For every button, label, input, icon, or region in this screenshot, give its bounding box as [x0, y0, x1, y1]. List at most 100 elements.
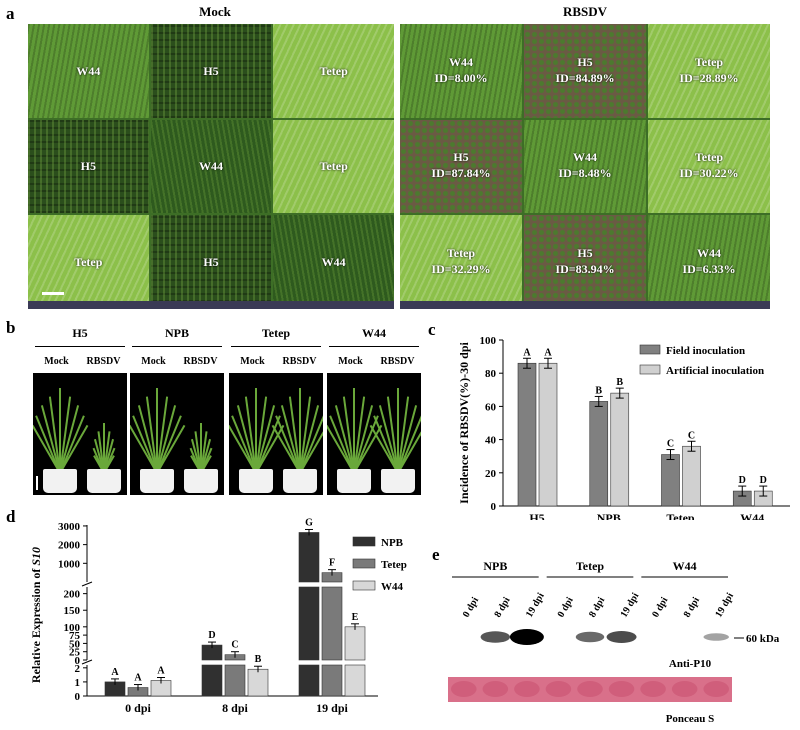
blot-antibody-label: Anti-P10 [669, 658, 712, 670]
bar [538, 362, 558, 507]
plant-group-line [231, 346, 321, 347]
mock-plot-name: Tetep [319, 63, 348, 78]
plant-condition-label: RBSDV [86, 356, 121, 367]
y-tick-label: 1000 [58, 558, 81, 570]
mock-plot-name: Tetep [319, 159, 348, 174]
x-tick-label: 0 dpi [125, 701, 151, 715]
mock-title: Mock [199, 4, 231, 19]
mock-plot: H5 [150, 215, 272, 309]
rbsdv-plot-label: W44 ID=8.48% [524, 149, 646, 181]
x-tick-label: Tetep [666, 511, 695, 520]
significance-letter: B [616, 377, 623, 388]
plant-leaf [397, 388, 399, 473]
ponceau-lane [482, 681, 509, 697]
mock-plot-label: W44 [273, 254, 394, 270]
y-tick-label: 25 [69, 647, 81, 659]
protein-band [480, 631, 511, 643]
bar [344, 664, 366, 697]
plant-group-name: W44 [362, 326, 386, 340]
bar [298, 664, 320, 697]
lane-label: 8 dpi [587, 595, 607, 619]
y-tick-label: 40 [485, 435, 497, 447]
plant-pot [283, 469, 317, 493]
molecular-weight-marker: 60 kDa [746, 633, 780, 645]
rbsdv-plot-name: W44 [697, 246, 721, 261]
plant-leaf [59, 388, 61, 473]
plant-photo [33, 373, 127, 495]
y-tick-label: 75 [69, 630, 81, 642]
ponceau-lane [577, 681, 603, 697]
plant-photo [130, 373, 224, 495]
mock-plot-label: Tetep [28, 254, 149, 270]
legend-swatch [639, 344, 661, 355]
plant-leaf [255, 388, 257, 473]
x-tick-label: 19 dpi [316, 701, 348, 715]
significance-letter: E [352, 612, 359, 623]
rbsdv-plot-label: Tetep ID=28.89% [648, 54, 770, 86]
significance-letter: D [208, 630, 215, 641]
incidence-chart: 0 20 40 60 80 100 Incidence of RBSDV(%)-30 dpi… [457, 335, 790, 520]
significance-letter: A [544, 347, 552, 358]
rbsdv-plot-label: H5 ID=84.89% [524, 54, 646, 86]
blot-group-name: Tetep [576, 559, 605, 573]
lane-label: 19 dpi [713, 591, 736, 620]
mock-plot-name: H5 [80, 159, 96, 174]
significance-letter: G [305, 517, 313, 528]
plant-group-line [329, 346, 419, 347]
y-tick-label: 80 [485, 368, 497, 380]
ponceau-lane [703, 681, 729, 697]
bar [661, 454, 680, 507]
y-axis-label-gene: S10 [29, 547, 43, 566]
y-tick-label: 2000 [58, 540, 81, 552]
y-axis-label-prefix: Relative Expression of [29, 566, 43, 683]
lane-label: 19 dpi [524, 591, 547, 620]
rbsdv-plot-label: Tetep ID=30.22% [648, 149, 770, 181]
mock-field-photo: W44 H5 Tetep H5 W44 Tetep Tetep H5 W44 [28, 24, 394, 309]
bar [321, 664, 343, 697]
mock-plot-name: Tetep [74, 255, 103, 270]
plant-photos: H5 Mock RBSDV NPB Mock RBSDV Tetep Mock RBSDV W44… [0, 0, 421, 495]
plant-leaf [353, 388, 355, 473]
blot-group-name: NPB [483, 559, 507, 573]
ponceau-lane [545, 681, 572, 697]
lane-label: 0 dpi [461, 595, 481, 619]
rbsdv-plot-incidence: ID=28.89% [679, 70, 739, 85]
mock-plot-label: H5 [151, 63, 272, 79]
rbsdv-plot-name: W44 [449, 54, 473, 69]
ponceau-lane [671, 681, 698, 697]
lane-label: 0 dpi [650, 595, 670, 619]
legend-swatch [639, 364, 661, 375]
rbsdv-plot-label: W44 ID=6.33% [648, 245, 770, 277]
significance-letter: A [111, 667, 119, 678]
axis-break-mark [81, 659, 93, 665]
rbsdv-plot-label: Tetep ID=32.29% [400, 245, 522, 277]
panel-label-d: d [6, 507, 16, 526]
plant-condition-label: Mock [141, 356, 166, 367]
bar [201, 664, 223, 697]
rbsdv-plot-incidence: ID=84.89% [555, 70, 615, 85]
mock-plot: H5 [28, 119, 149, 214]
bar [517, 362, 537, 507]
y-tick-label: 100 [64, 622, 81, 634]
rbsdv-plot: W44 ID=6.33% [648, 215, 770, 309]
plant-condition-label: Mock [338, 356, 363, 367]
mock-plot: W44 [150, 119, 272, 214]
legend-label: NPB [381, 537, 404, 549]
bar [298, 586, 320, 661]
rbsdv-plot: H5 ID=87.84% [400, 119, 522, 214]
rbsdv-plot: W44 ID=8.00% [400, 24, 522, 118]
plant-pot [43, 469, 77, 493]
panel-label-e: e [432, 545, 440, 564]
rbsdv-field-photo: W44 ID=8.00% H5 ID=84.89% Tetep ID=28.89% H5 ID… [400, 24, 770, 309]
mock-plot: H5 [150, 24, 272, 118]
lane-label: 19 dpi [619, 591, 642, 620]
rbsdv-plot-name: H5 [577, 54, 593, 69]
significance-letter: C [231, 640, 238, 651]
bar [610, 392, 630, 507]
significance-letter: B [595, 385, 602, 396]
mock-plot-label: Tetep [273, 63, 394, 79]
significance-letter: C [688, 430, 695, 441]
ponceau-lane [640, 681, 666, 697]
significance-letter: D [739, 475, 746, 486]
legend-label: Tetep [381, 559, 407, 571]
